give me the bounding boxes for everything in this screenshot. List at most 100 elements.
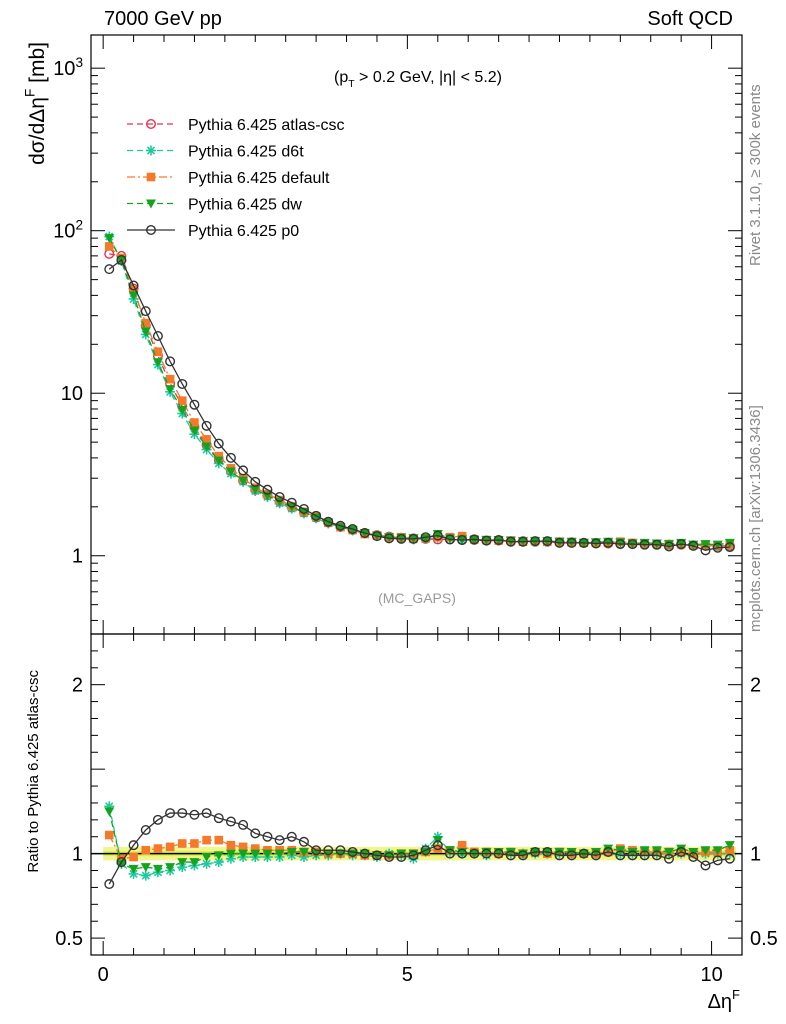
data-point [566,850,577,861]
series-line [109,253,730,547]
data-point [578,848,589,859]
data-point [250,844,260,853]
data-point [250,476,261,487]
data-point [335,845,346,856]
data-point [712,542,723,553]
data-point [493,848,504,859]
data-point [530,846,541,857]
data-point [517,850,528,861]
data-point [335,520,346,531]
data-point [700,545,711,556]
data-point [140,824,151,835]
series-pythia-6-425-dw [104,807,735,874]
star-stroke [129,869,138,879]
data-point [286,831,297,842]
data-point [663,541,674,552]
data-point [298,847,309,857]
header-left: 7000 GeV pp [104,8,222,30]
y-tick-label: 10 [61,383,83,405]
data-point [603,537,614,548]
data-point [724,841,735,851]
data-point [146,172,156,182]
data-point [153,347,163,357]
data-point [152,814,163,825]
data-point [140,870,151,881]
data-point [311,845,322,856]
data-point [298,503,309,514]
data-point [493,534,504,545]
data-point [469,848,480,859]
data-point [724,853,735,864]
data-point [566,537,577,548]
data-point [298,836,309,847]
series-pythia-6-425-default [104,242,735,550]
star-stroke [146,146,156,155]
x-axis-title: ΔηF​ [708,987,740,1013]
data-point [603,844,614,854]
data-point [505,850,516,861]
data-point [444,846,455,856]
legend-label: Pythia 6.425 d6t [188,144,304,161]
data-point [725,845,735,855]
data-point [177,858,188,868]
data-point [225,452,236,463]
data-point [238,819,249,830]
data-point [177,378,188,389]
data-point [627,539,638,550]
star-stroke [226,854,236,863]
data-point [286,847,297,857]
data-point [323,516,334,527]
data-point [505,847,516,857]
data-point [311,510,322,521]
data-point [663,847,674,857]
data-point [359,528,370,539]
data-point [262,484,273,495]
data-point [145,118,156,129]
data-point [177,862,188,873]
data-point [238,465,249,476]
data-point [578,537,589,548]
data-point [481,848,492,859]
star-stroke [214,857,223,867]
data-point [213,456,224,466]
data-point [250,828,261,839]
data-point [177,839,187,848]
y-axis-title: dσ/dΔηF​ [mb] [23,42,49,165]
data-point [371,531,382,542]
x-tick-label: 0 [98,964,109,986]
data-point [165,863,176,873]
data-point [128,840,139,851]
data-point [420,532,431,543]
data-point [712,846,723,856]
data-point [651,539,662,550]
data-point [128,280,139,291]
data-point [141,845,151,855]
data-point [104,242,114,251]
data-point [542,536,553,547]
data-point [165,808,176,819]
data-point [700,540,711,550]
data-point [140,327,151,337]
data-point [554,847,565,857]
data-point [286,497,297,508]
series-line [108,236,730,547]
header-right: Soft QCD [647,8,733,30]
data-point [639,850,650,861]
data-point [457,848,468,859]
x-tick-label: 10 [700,964,722,986]
data-point [225,467,236,477]
legend-label: Pythia 6.425 dw [188,197,302,214]
data-point [396,852,407,863]
data-point [104,264,115,275]
data-point [177,396,187,405]
data-point [189,399,200,410]
data-point [116,857,127,868]
data-point [202,835,211,845]
ratio-y-tick-label: 0.5 [55,928,83,950]
data-point [190,418,199,427]
data-point [213,438,224,449]
ratio-plot-frame [90,633,743,956]
data-point [129,852,138,862]
data-point [323,845,334,856]
